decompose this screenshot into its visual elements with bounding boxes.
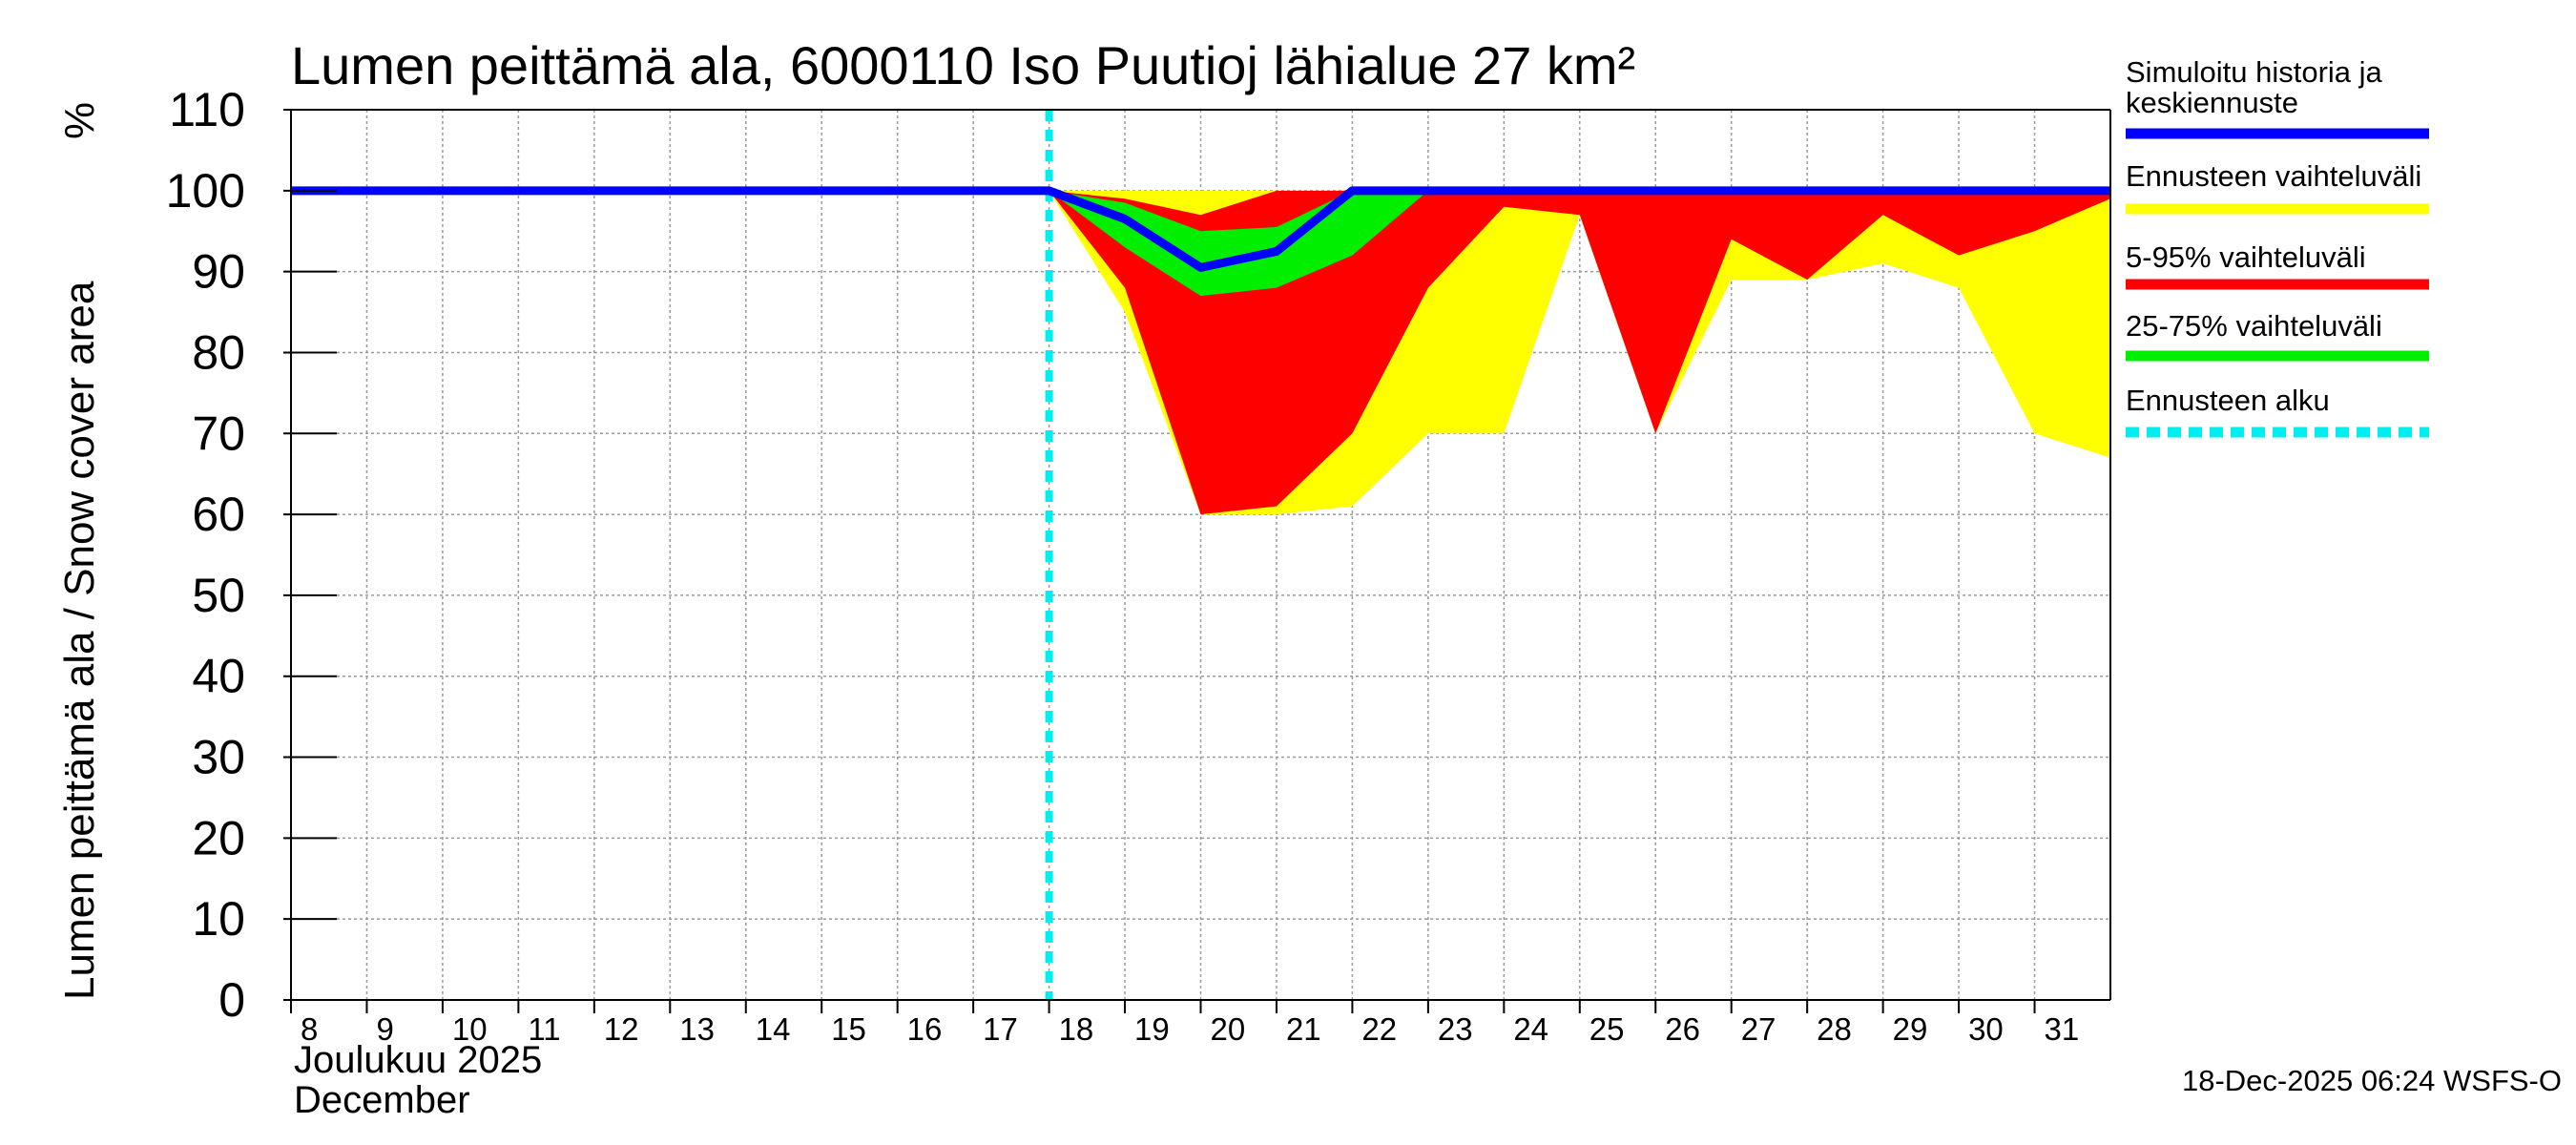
x-tick-label-23: 23 [1438, 1011, 1473, 1047]
y-tick-label-60: 60 [192, 488, 245, 541]
x-tick-label-28: 28 [1817, 1011, 1852, 1047]
x-tick-label-18: 18 [1059, 1011, 1094, 1047]
y-axis-label: Lumen peittämä ala / Snow cover area [56, 281, 103, 1000]
x-tick-label-25: 25 [1589, 1011, 1625, 1047]
x-tick-label-24: 24 [1513, 1011, 1548, 1047]
y-tick-label-20: 20 [192, 811, 245, 864]
y-tick-label-90: 90 [192, 245, 245, 299]
y-tick-label-0: 0 [218, 973, 245, 1027]
x-tick-label-29: 29 [1893, 1011, 1928, 1047]
x-tick-label-26: 26 [1665, 1011, 1700, 1047]
x-axis-label-en: December [294, 1079, 470, 1121]
legend-label-25-75-vaihteluv-li: 25-75% vaihteluväli [2126, 309, 2382, 343]
axes: 0 10 20 30 40 50 60 70 80 90 100 110 8 9 10 11 12 13 14 15 1… [166, 83, 2111, 1047]
legend: Simuloitu historia ja keskiennuste Ennuste… [2126, 55, 2429, 438]
y-tick-label-70: 70 [192, 406, 245, 460]
y-tick-label-50: 50 [192, 569, 245, 622]
y-axis-unit: % [56, 102, 103, 139]
x-tick-label-22: 22 [1361, 1011, 1397, 1047]
x-tick-label-31: 31 [2045, 1011, 2080, 1047]
y-tick-label-110: 110 [169, 83, 245, 136]
legend-label-5-95-vaihteluv-li: 5-95% vaihteluväli [2126, 240, 2366, 274]
y-tick-label-30: 30 [192, 731, 245, 784]
x-tick-label-17: 17 [983, 1011, 1018, 1047]
x-tick-label-27: 27 [1741, 1011, 1776, 1047]
x-tick-label-12: 12 [604, 1011, 639, 1047]
x-tick-label-13: 13 [679, 1011, 715, 1047]
y-tick-label-10: 10 [192, 892, 245, 946]
chart-title: Lumen peittämä ala, 6000110 Iso Puutioj … [291, 35, 1635, 95]
timestamp-footer: 18-Dec-2025 06:24 WSFS-O [2182, 1064, 2562, 1097]
x-tick-label-9: 9 [376, 1011, 393, 1047]
x-tick-label-8: 8 [301, 1011, 318, 1047]
x-tick-label-11: 11 [528, 1011, 560, 1047]
x-tick-label-16: 16 [907, 1011, 943, 1047]
x-tick-label-30: 30 [1968, 1011, 2004, 1047]
legend-label-ennusteen-alku: Ennusteen alku [2126, 384, 2330, 417]
x-tick-label-19: 19 [1134, 1011, 1170, 1047]
band-25-75-vaihteluv-li [1049, 190, 1428, 297]
x-axis-label-fi: Joulukuu 2025 [294, 1039, 542, 1081]
legend-label-ennusteen-vaihteluv-li: Ennusteen vaihteluväli [2126, 159, 2421, 193]
legend-label-simuloitu-historia-ja-keskiennuste: Simuloitu historia ja keskiennuste [2126, 55, 2383, 119]
labels: Lumen peittämä ala, 6000110 Iso Puutioj … [56, 35, 2562, 1121]
y-tick-label-80: 80 [192, 325, 245, 379]
x-tick-label-21: 21 [1286, 1011, 1321, 1047]
median-line [291, 186, 2110, 272]
x-tick-label-15: 15 [831, 1011, 866, 1047]
x-tick-label-14: 14 [756, 1011, 791, 1047]
forecast-bands [1049, 190, 2110, 515]
x-tick-label-10: 10 [452, 1011, 488, 1047]
y-tick-label-40: 40 [192, 650, 245, 703]
x-tick-label-20: 20 [1211, 1011, 1246, 1047]
data-lines [291, 110, 2110, 1000]
y-tick-label-100: 100 [166, 164, 245, 218]
